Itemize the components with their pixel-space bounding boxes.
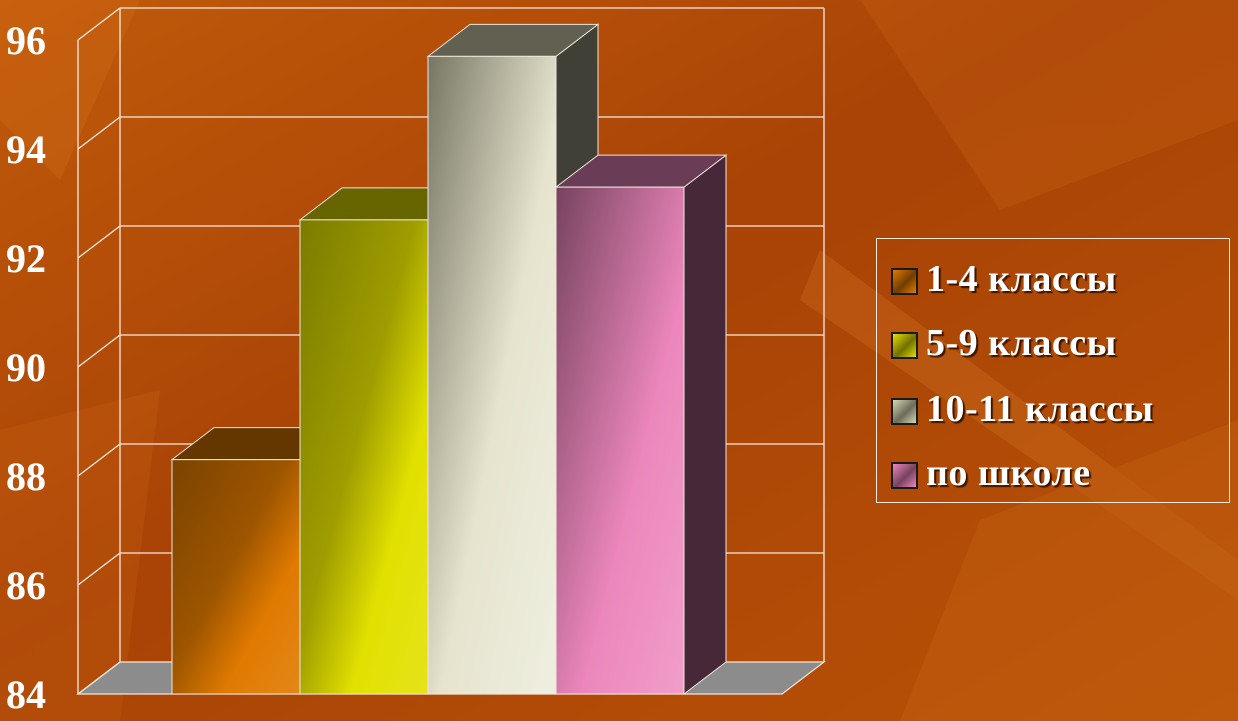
legend-label: 1-4 классы (926, 258, 1117, 300)
y-tick-label: 84 (6, 672, 46, 717)
bar-front-face (555, 186, 685, 695)
legend-label: 5-9 классы (926, 322, 1117, 364)
gridline-depth (77, 225, 121, 259)
legend-item-10-11: 10-11 классы (891, 388, 1154, 430)
bar-front-face (299, 219, 429, 695)
bar-front-face (171, 459, 301, 695)
gridline-depth (77, 116, 121, 150)
legend-item-school: по школе (891, 452, 1091, 494)
legend-item-5-9: 5-9 классы (891, 322, 1117, 364)
bar-4 (554, 154, 728, 696)
legend-label: по школе (926, 452, 1091, 494)
bar-side-face (683, 154, 727, 696)
gridline-depth (77, 443, 121, 477)
y-tick-label: 94 (6, 127, 46, 172)
y-tick-label: 90 (6, 345, 46, 390)
legend-swatch (891, 267, 918, 295)
legend-label: 10-11 классы (926, 388, 1154, 430)
bar-front-face (427, 55, 557, 695)
legend-item-1-4: 1-4 классы (891, 258, 1117, 300)
legend-swatch (891, 397, 918, 425)
y-tick-label: 96 (6, 18, 46, 63)
y-tick-label: 88 (6, 454, 46, 499)
gridline-depth (77, 661, 121, 695)
gridline-depth (77, 334, 121, 368)
gridline-depth (77, 552, 121, 586)
gridline-depth (77, 7, 121, 41)
y-tick-label: 86 (6, 563, 46, 608)
legend: 1-4 классы 5-9 классы 10-11 классы по шк… (876, 238, 1230, 503)
legend-swatch (891, 331, 918, 359)
y-tick-label: 92 (6, 236, 46, 281)
legend-swatch (891, 461, 918, 489)
